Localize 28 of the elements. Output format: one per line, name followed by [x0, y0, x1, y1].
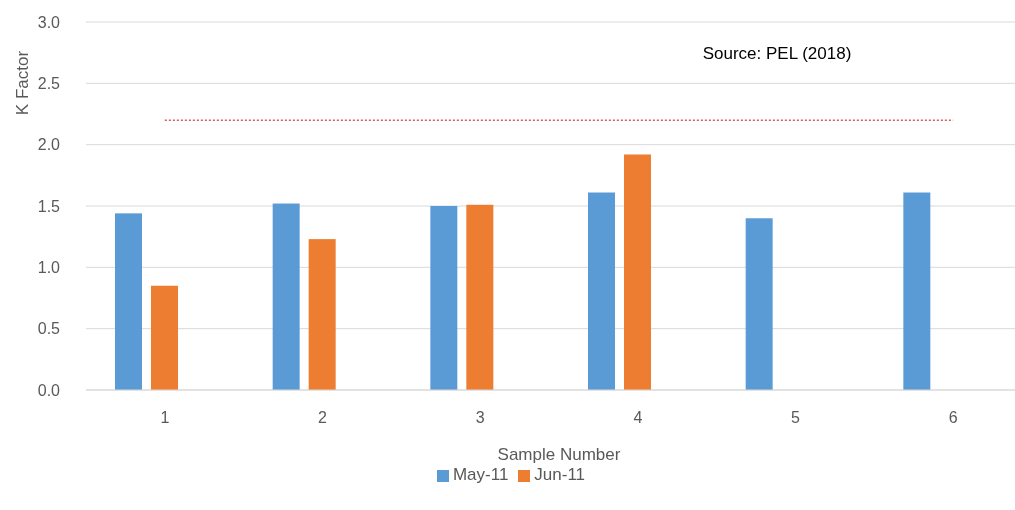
bar — [308, 239, 336, 390]
bar — [430, 206, 458, 390]
legend-label: May-11 — [452, 465, 509, 484]
bar — [272, 203, 300, 390]
bar — [466, 204, 494, 390]
y-axis-title: K Factor — [12, 50, 32, 116]
y-tick-label: 1.0 — [37, 259, 61, 277]
bar — [151, 285, 178, 390]
bar — [745, 218, 773, 390]
x-tick-label: 6 — [948, 409, 958, 427]
legend-label: Jun-11 — [534, 465, 586, 484]
x-tick-label: 2 — [318, 409, 328, 427]
y-tick-label: 1.5 — [37, 197, 61, 215]
x-axis-title: Sample Number — [497, 445, 621, 464]
y-tick-label: 2.0 — [37, 136, 61, 154]
x-tick-label: 3 — [475, 409, 485, 427]
annotation: Source: PEL (2018) — [702, 44, 852, 64]
y-tick-label: 2.5 — [37, 75, 61, 93]
bar — [624, 154, 651, 390]
x-tick-label: 5 — [791, 409, 801, 427]
bar — [588, 192, 615, 390]
bar — [115, 213, 142, 390]
x-tick-label: 1 — [160, 409, 170, 427]
x-tick-label: 4 — [633, 409, 643, 427]
y-tick-label: 0.5 — [37, 320, 61, 338]
y-tick-label: 0.0 — [37, 381, 61, 399]
y-tick-label: 3.0 — [37, 13, 61, 31]
bar — [903, 192, 931, 390]
